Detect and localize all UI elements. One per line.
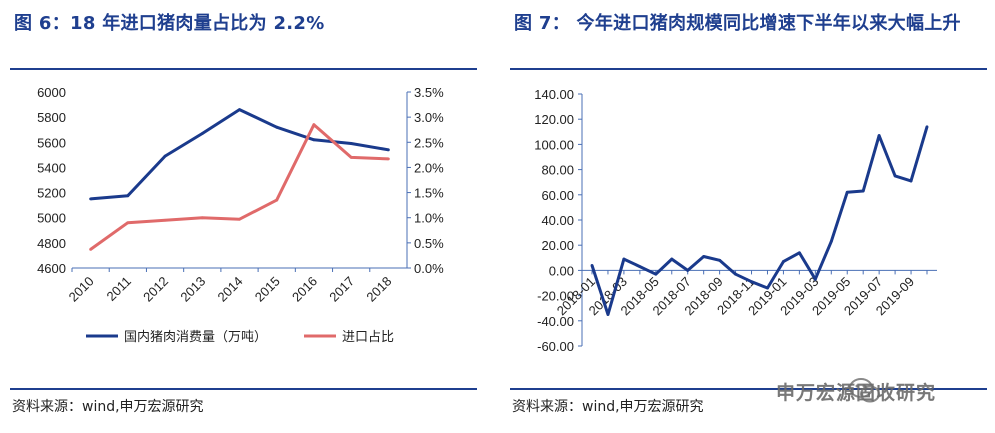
series-line-yoy-growth <box>590 126 929 316</box>
yoy-growth-point <box>829 240 833 243</box>
yoy-growth-point <box>654 272 658 276</box>
y-tick-label: -40.00 <box>537 314 574 329</box>
x-tick-label: 2010 <box>66 274 97 305</box>
yoy-growth-point <box>797 251 801 255</box>
legend-label-consumption: 国内猪肉消费量（万吨） <box>124 329 267 344</box>
yoy-growth-point <box>782 260 785 263</box>
legend-label-import-share: 进口占比 <box>342 329 394 344</box>
right-y-tick-label: 1.0% <box>414 211 444 226</box>
yoy-growth-point <box>590 263 594 267</box>
yoy-growth-point <box>734 272 737 276</box>
y-tick-label: 140.00 <box>534 87 574 102</box>
y-tick-label: 120.00 <box>534 112 574 127</box>
right-y-tick-label: 2.0% <box>414 160 444 175</box>
x-tick-label: 2013 <box>177 274 208 305</box>
yoy-growth-point <box>702 255 706 258</box>
right-chart-title: 图 7： 今年进口猪肉规模同比增速下半年以来大幅上升 <box>514 13 961 34</box>
consumption-point <box>275 125 279 129</box>
consumption-point <box>312 138 316 142</box>
yoy-growth-point <box>861 189 865 193</box>
consumption-point <box>200 132 204 135</box>
y-tick-label: 100.00 <box>534 137 574 152</box>
right-source-divider <box>510 388 987 390</box>
x-tick-label: 2016 <box>289 274 320 305</box>
yoy-growth-point <box>877 134 881 137</box>
yoy-growth-point <box>925 125 929 129</box>
series-line-consumption <box>90 108 389 201</box>
x-tick-label: 2011 <box>104 274 134 304</box>
y-tick-label: 20.00 <box>541 238 574 253</box>
x-tick-label: 2018 <box>363 274 394 305</box>
yoy-growth-point <box>686 269 690 272</box>
import-share-point <box>312 123 316 127</box>
right-y-tick-label: 3.0% <box>414 110 444 125</box>
yoy-growth-point <box>893 174 897 178</box>
yoy-growth-point <box>670 257 674 261</box>
yoy-growth-point <box>909 179 913 183</box>
x-tick-label: 2015 <box>252 274 283 305</box>
left-title-divider <box>10 68 477 70</box>
y-tick-label: -60.00 <box>537 339 574 354</box>
x-tick-label: 2014 <box>215 274 246 305</box>
yoy-growth-point <box>813 277 817 281</box>
yoy-growth-point <box>845 190 849 194</box>
import-share-point <box>349 155 353 159</box>
yoy-growth-point <box>606 313 610 316</box>
x-tick-label: 2012 <box>140 274 171 305</box>
y-tick-label: -20.00 <box>537 289 574 304</box>
import-share-point <box>89 247 93 251</box>
watermark-text: 申万宏源固收研究 <box>776 382 937 404</box>
right-y-tick-label: 3.5% <box>414 85 444 100</box>
right-source-note: 资料来源：wind,申万宏源研究 <box>512 399 704 415</box>
left-y-tick-label: 4600 <box>37 261 66 276</box>
right-title-divider <box>510 68 987 70</box>
right-y-tick-label: 0.5% <box>414 236 444 251</box>
yoy-growth-point <box>766 286 769 290</box>
left-chart: 4600 4800 5000 5200 5400 5600 5800 6000 0.0% 0.5%… <box>37 85 444 344</box>
yoy-growth-point <box>718 258 722 262</box>
y-tick-label: 80.00 <box>541 163 574 178</box>
wechat-logo-icon <box>849 378 880 403</box>
right-y-tick-label: 1.5% <box>414 186 444 201</box>
consumption-point <box>89 197 93 201</box>
yoy-growth-point <box>638 265 642 269</box>
import-share-point <box>200 216 204 220</box>
right-panel: 图 7： 今年进口猪肉规模同比增速下半年以来大幅上升 -60.00 -40.00-… <box>500 0 995 433</box>
right-chart: -60.00 -40.00 -20.00 0.00 20.00 40.00 60.00 80.… <box>534 87 937 354</box>
left-y-tick-label: 5800 <box>37 110 66 125</box>
import-share-point <box>386 157 390 161</box>
left-source-divider <box>10 388 477 390</box>
left-source-note: 资料来源：wind,申万宏源研究 <box>12 399 204 415</box>
left-chart-title: 图 6：18 年进口猪肉量占比为 2.2% <box>14 13 325 34</box>
left-panel: 图 6：18 年进口猪肉量占比为 2.2% 4600 4800 5000 5200 54… <box>0 0 485 433</box>
import-share-point <box>163 218 167 222</box>
left-y-tick-label: 6000 <box>37 85 66 100</box>
right-y-tick-label: 2.5% <box>414 135 444 150</box>
right-y-tick-label: 0.0% <box>414 261 444 276</box>
left-y-tick-label: 5200 <box>37 186 66 201</box>
y-tick-label: 40.00 <box>541 213 574 228</box>
y-tick-label: 0.00 <box>549 263 574 278</box>
y-tick-label: 60.00 <box>541 188 574 203</box>
consumption-point <box>386 148 390 152</box>
yoy-growth-point <box>750 280 753 284</box>
consumption-point <box>238 108 241 111</box>
x-tick-label: 2017 <box>326 274 357 305</box>
consumption-point <box>126 194 130 198</box>
import-share-point <box>238 217 241 221</box>
left-y-tick-label: 4800 <box>37 236 66 251</box>
left-y-tick-label: 5600 <box>37 135 66 150</box>
left-y-tick-label: 5000 <box>37 211 66 226</box>
import-share-point <box>126 221 130 225</box>
yoy-growth-point <box>622 257 626 261</box>
left-y-tick-label: 5400 <box>37 160 66 175</box>
import-share-point <box>275 198 279 202</box>
consumption-point <box>163 154 167 158</box>
consumption-point <box>349 142 353 145</box>
